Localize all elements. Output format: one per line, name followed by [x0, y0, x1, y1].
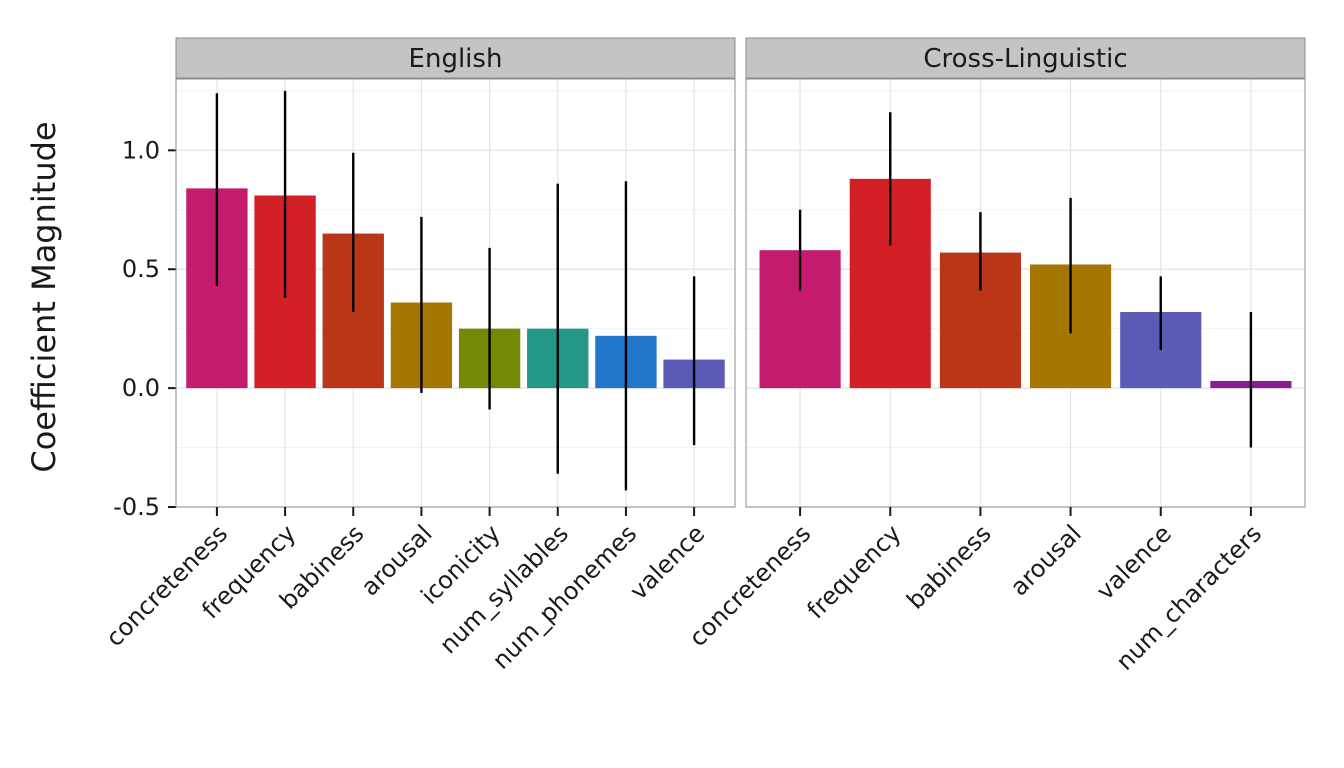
panel-title: English: [409, 44, 503, 74]
y-axis: -0.5 0.0 0.5 1.0: [113, 136, 176, 521]
x-tick-label: arousal: [1005, 519, 1087, 601]
x-tick-label: valence: [1091, 519, 1177, 605]
x-tick-label: concreteness: [101, 519, 234, 652]
x-tick-label: babiness: [901, 519, 996, 614]
y-axis-title: Coefficient Magnitude: [25, 121, 63, 472]
panel-strip: [175, 37, 736, 79]
panel-0: Englishconcretenessfrequencybabinessarou…: [101, 37, 736, 675]
x-tick-label: valence: [624, 519, 710, 605]
x-tick-label: frequency: [802, 519, 907, 624]
y-tick-label: 1.0: [122, 136, 160, 164]
panels: English concreteness frequencybabinessarou…: [101, 37, 1306, 676]
y-tick-label: -0.5: [113, 493, 160, 521]
panel-strip: [745, 37, 1306, 79]
panel-border: [175, 78, 736, 508]
y-axis-title-group: Coefficient Magnitude: [25, 121, 63, 472]
panel-border: [745, 78, 1306, 508]
y-tick-label: 0.5: [122, 255, 160, 283]
panel-title: Cross-Linguistic: [923, 44, 1127, 74]
y-tick-label: 0.0: [122, 374, 160, 402]
panel-1: Cross-Linguisticconcretenessfrequencybab…: [684, 37, 1306, 676]
